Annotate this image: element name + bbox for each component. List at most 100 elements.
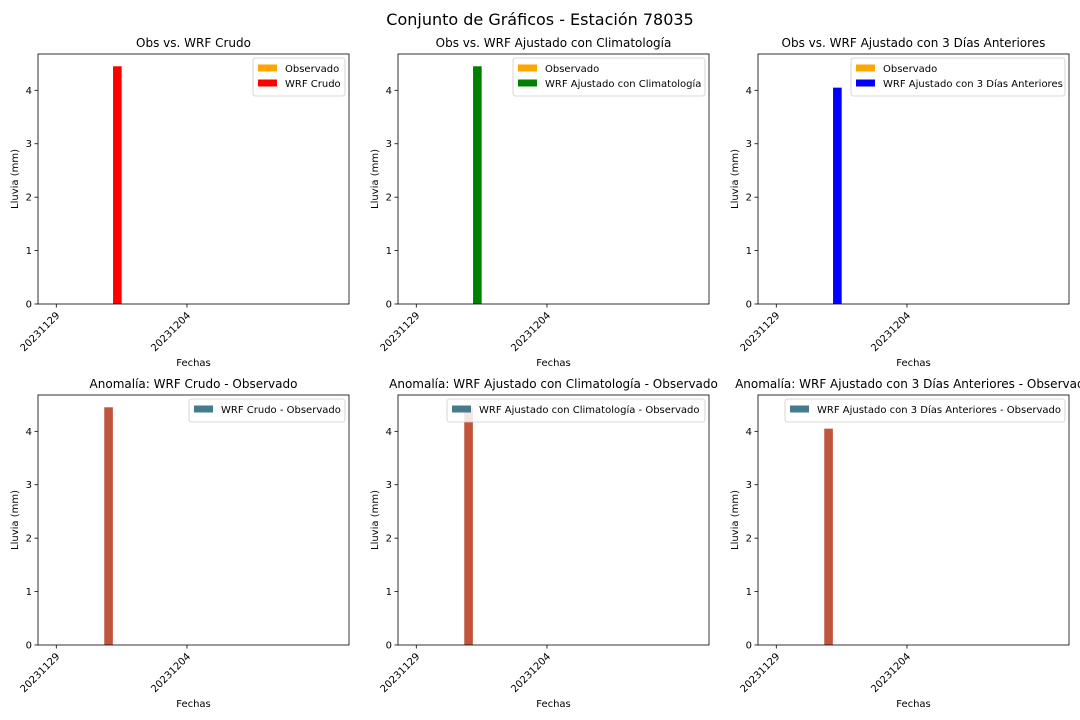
legend-label: WRF Ajustado con Climatología <box>545 78 701 90</box>
legend: WRF Ajustado con 3 Días Anteriores - Obs… <box>784 398 1066 423</box>
bar <box>833 87 842 305</box>
y-tick-label: 2 <box>26 193 32 204</box>
subplot-title: Obs vs. WRF Crudo <box>136 36 251 50</box>
x-axis-label: Fechas <box>176 699 211 710</box>
subplot-2: Obs vs. WRF Ajustado con Climatología 0 1 2… <box>370 36 710 369</box>
legend-label: Observado <box>883 64 937 75</box>
legend: Observado WRF Ajustado con Climatología <box>512 57 706 97</box>
y-tick-label: 0 <box>746 641 752 652</box>
y-tick-label: 1 <box>386 246 392 257</box>
legend-label: WRF Ajustado con Climatología - Observad… <box>479 404 700 416</box>
x-axis-label: Fechas <box>536 699 571 710</box>
y-axis-label: Lluvia (mm) <box>370 149 381 209</box>
legend-label: Observado <box>545 64 599 75</box>
x-tick-label: 20231129 <box>739 651 783 695</box>
subplot-title: Obs vs. WRF Ajustado con Climatología <box>436 36 672 50</box>
x-tick-label: 20231204 <box>509 651 553 695</box>
plot-frame <box>757 53 1070 305</box>
x-tick-label: 20231204 <box>869 310 913 354</box>
subplot-3: Obs vs. WRF Ajustado con 3 Días Anterior… <box>730 36 1070 369</box>
y-tick-label: 4 <box>746 86 752 97</box>
y-tick-label: 4 <box>386 427 392 438</box>
plot-frame <box>37 53 350 305</box>
y-tick-label: 0 <box>386 641 392 652</box>
legend-label: WRF Ajustado con 3 Días Anteriores <box>883 78 1063 90</box>
plot-frame <box>757 394 1070 646</box>
legend-swatch <box>194 405 213 413</box>
legend-swatch <box>856 79 875 87</box>
x-axis-label: Fechas <box>176 358 211 369</box>
plot-frame <box>397 53 710 305</box>
y-tick-label: 1 <box>26 587 32 598</box>
bar <box>824 428 833 645</box>
x-axis-label: Fechas <box>896 699 931 710</box>
legend-box <box>512 57 706 97</box>
legend: Observado WRF Ajustado con 3 Días Anterio… <box>850 57 1066 97</box>
subplot-title: Anomalía: WRF Crudo - Observado <box>90 377 298 391</box>
y-tick-label: 2 <box>386 534 392 545</box>
legend-swatch <box>258 79 277 87</box>
bar <box>464 407 473 645</box>
legend: Observado WRF Crudo <box>252 57 346 97</box>
subplot-5: Anomalía: WRF Ajustado con Climatología … <box>370 377 718 710</box>
subplot-title: Obs vs. WRF Ajustado con 3 Días Anterior… <box>782 36 1046 50</box>
legend: WRF Ajustado con Climatología - Observad… <box>446 398 706 423</box>
y-axis-label: Lluvia (mm) <box>730 490 741 550</box>
subplot-1: Obs vs. WRF Crudo 0 1 2 3 4 20231129 20231204 Fe… <box>10 36 350 369</box>
y-tick-label: 2 <box>746 193 752 204</box>
x-tick-label: 20231129 <box>19 651 63 695</box>
y-tick-label: 1 <box>386 587 392 598</box>
x-axis-label: Fechas <box>896 358 931 369</box>
subplot-6: Anomalía: WRF Ajustado con 3 Días Anteri… <box>730 377 1080 710</box>
y-tick-label: 3 <box>386 139 392 150</box>
x-tick-label: 20231129 <box>739 310 783 354</box>
y-tick-label: 3 <box>746 480 752 491</box>
legend-swatch <box>518 64 537 72</box>
y-tick-label: 3 <box>26 139 32 150</box>
y-tick-label: 4 <box>746 427 752 438</box>
y-tick-label: 4 <box>26 427 32 438</box>
legend-box <box>850 57 1066 97</box>
x-tick-label: 20231204 <box>509 310 553 354</box>
y-axis-label: Lluvia (mm) <box>10 149 21 209</box>
y-tick-label: 2 <box>386 193 392 204</box>
x-tick-label: 20231129 <box>19 310 63 354</box>
y-tick-label: 0 <box>746 300 752 311</box>
y-tick-label: 2 <box>26 534 32 545</box>
y-tick-label: 0 <box>26 641 32 652</box>
y-tick-label: 3 <box>26 480 32 491</box>
legend-label: WRF Crudo - Observado <box>221 405 341 416</box>
y-tick-label: 3 <box>746 139 752 150</box>
x-axis-label: Fechas <box>536 358 571 369</box>
x-tick-label: 20231129 <box>379 651 423 695</box>
legend-swatch <box>452 405 471 413</box>
y-tick-label: 0 <box>26 300 32 311</box>
y-axis-label: Lluvia (mm) <box>370 490 381 550</box>
plot-frame <box>397 394 710 646</box>
legend-label: Observado <box>285 64 339 75</box>
legend-label: WRF Crudo <box>285 79 341 90</box>
legend-swatch <box>790 405 809 413</box>
y-axis-label: Lluvia (mm) <box>730 149 741 209</box>
y-axis-label: Lluvia (mm) <box>10 490 21 550</box>
x-tick-label: 20231204 <box>149 310 193 354</box>
y-tick-label: 4 <box>26 86 32 97</box>
subplot-title: Anomalía: WRF Ajustado con 3 Días Anteri… <box>735 377 1080 391</box>
x-tick-label: 20231204 <box>869 651 913 695</box>
y-tick-label: 3 <box>386 480 392 491</box>
y-tick-label: 1 <box>746 246 752 257</box>
plot-frame <box>37 394 350 646</box>
legend-swatch <box>258 64 277 72</box>
y-tick-label: 2 <box>746 534 752 545</box>
legend-swatch <box>518 79 537 87</box>
legend-box <box>188 398 346 423</box>
subplot-title: Anomalía: WRF Ajustado con Climatología … <box>389 377 718 391</box>
x-tick-label: 20231129 <box>379 310 423 354</box>
bar <box>113 66 122 305</box>
legend: WRF Crudo - Observado <box>188 398 346 423</box>
x-tick-label: 20231204 <box>149 651 193 695</box>
legend-label: WRF Ajustado con 3 Días Anteriores - Obs… <box>817 404 1061 416</box>
y-tick-label: 1 <box>26 246 32 257</box>
figure-title: Conjunto de Gráficos - Estación 78035 <box>386 10 694 29</box>
